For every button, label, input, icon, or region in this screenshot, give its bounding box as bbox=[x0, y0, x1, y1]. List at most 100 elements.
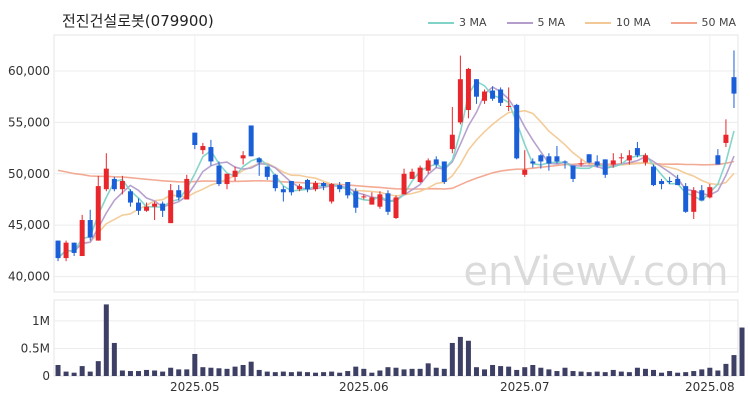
candle bbox=[401, 168, 407, 195]
volume-bar bbox=[602, 372, 608, 376]
volume-bar bbox=[457, 336, 463, 376]
candle-body bbox=[232, 170, 238, 177]
volume-bar bbox=[272, 372, 278, 376]
volume-bar bbox=[127, 371, 133, 376]
candle-body bbox=[490, 90, 496, 99]
candle bbox=[514, 103, 520, 160]
candle bbox=[562, 160, 568, 169]
candle-body bbox=[160, 203, 166, 211]
candle bbox=[417, 165, 423, 184]
volume-bar bbox=[160, 371, 166, 376]
volume-bar bbox=[610, 369, 616, 376]
volume-bar bbox=[409, 368, 415, 376]
volume-bar bbox=[667, 371, 673, 376]
volume-bar bbox=[103, 304, 109, 376]
volume-bar bbox=[377, 370, 383, 376]
candle-body bbox=[667, 180, 673, 183]
candle-body bbox=[659, 180, 665, 185]
candle bbox=[103, 153, 109, 192]
volume-bar bbox=[385, 367, 391, 376]
volume-bar bbox=[498, 366, 504, 376]
candle-body bbox=[264, 166, 270, 177]
candle-body bbox=[304, 179, 310, 190]
volume-bar bbox=[482, 369, 488, 376]
legend-label: 5 MA bbox=[537, 16, 566, 29]
price-tick-label: 60,000 bbox=[8, 64, 50, 78]
volume-bar bbox=[522, 367, 528, 376]
volume-bar bbox=[449, 342, 455, 376]
volume-bar bbox=[248, 361, 254, 376]
candle-body bbox=[377, 194, 383, 207]
candle bbox=[610, 153, 616, 168]
candle-body bbox=[240, 155, 246, 159]
candle bbox=[699, 185, 705, 201]
candle-body bbox=[248, 125, 254, 157]
candle bbox=[586, 154, 592, 164]
candle-body bbox=[55, 240, 61, 259]
volume-bar bbox=[490, 364, 496, 376]
legend-swatch bbox=[506, 21, 533, 24]
candlesticks bbox=[55, 50, 737, 262]
candle bbox=[449, 106, 455, 154]
candle bbox=[626, 150, 632, 165]
volume-bar bbox=[79, 366, 85, 376]
candle bbox=[602, 159, 608, 178]
candle-body bbox=[313, 183, 319, 190]
volume-bar bbox=[659, 372, 665, 376]
candle bbox=[441, 161, 447, 185]
candle-body bbox=[506, 105, 512, 107]
candle bbox=[723, 119, 729, 148]
candle bbox=[675, 174, 681, 186]
candle-body bbox=[522, 169, 528, 175]
volume-bar bbox=[691, 371, 697, 376]
candle bbox=[232, 166, 238, 181]
candle-body bbox=[554, 156, 560, 162]
volume-bar bbox=[337, 372, 343, 376]
candle-body bbox=[200, 146, 206, 151]
volume-bar bbox=[634, 367, 640, 376]
volume-tick-label: 1M bbox=[32, 314, 50, 328]
candle bbox=[353, 188, 359, 213]
candle-body bbox=[135, 202, 141, 211]
volume-bar bbox=[546, 369, 552, 376]
date-tick-label: 2025.08 bbox=[685, 380, 735, 394]
volume-bar bbox=[63, 371, 69, 376]
candle-body bbox=[586, 154, 592, 163]
volume-bar bbox=[675, 372, 681, 376]
candle bbox=[168, 184, 174, 224]
candle bbox=[425, 158, 431, 174]
volume-bar bbox=[441, 368, 447, 376]
candle bbox=[79, 214, 85, 257]
volume-bar bbox=[739, 327, 745, 376]
candle-body bbox=[538, 155, 544, 162]
volume-panel bbox=[53, 299, 739, 377]
volume-tick-label: 0 bbox=[42, 369, 50, 383]
legend-label: 10 MA bbox=[616, 16, 651, 29]
candle-body bbox=[256, 158, 262, 163]
candle-body bbox=[530, 161, 536, 164]
price-tick-label: 40,000 bbox=[8, 270, 50, 284]
volume-bar bbox=[715, 370, 721, 376]
candle-body bbox=[691, 190, 697, 212]
candle-body bbox=[457, 79, 463, 123]
volume-bar bbox=[465, 340, 471, 376]
volume-bar bbox=[119, 370, 125, 376]
price-tick-label: 50,000 bbox=[8, 167, 50, 181]
candle bbox=[272, 173, 278, 192]
candle-body bbox=[441, 161, 447, 183]
candle bbox=[119, 175, 125, 195]
candle bbox=[176, 185, 182, 201]
candle bbox=[490, 86, 496, 101]
candle bbox=[264, 166, 270, 180]
volume-bar bbox=[723, 363, 729, 376]
candle-body bbox=[79, 220, 85, 257]
candle-body bbox=[345, 182, 351, 196]
candle bbox=[634, 141, 640, 158]
candle-body bbox=[707, 187, 713, 198]
candle bbox=[707, 184, 713, 199]
candle bbox=[184, 174, 190, 200]
candle-body bbox=[715, 155, 721, 165]
candle-body bbox=[119, 180, 125, 190]
candle-body bbox=[594, 161, 600, 166]
